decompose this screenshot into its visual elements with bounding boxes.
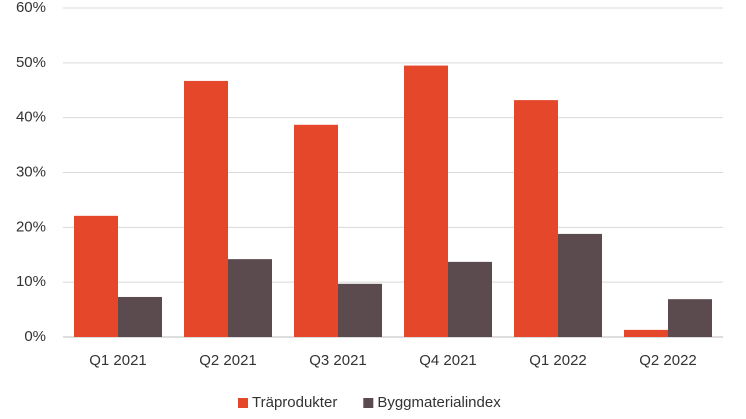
y-tick-label: 60%: [16, 0, 46, 16]
x-tick-label: Q1 2022: [529, 352, 587, 369]
bar: [184, 80, 228, 337]
bar: [228, 259, 272, 337]
bar: [624, 329, 668, 337]
bar: [514, 100, 558, 338]
bar: [404, 65, 448, 337]
legend-label: Byggmaterialindex: [377, 394, 501, 411]
y-tick-label: 50%: [16, 54, 46, 71]
x-tick-label: Q2 2022: [639, 352, 697, 369]
x-tick-label: Q1 2021: [89, 352, 147, 369]
y-tick-label: 40%: [16, 109, 46, 126]
y-tick-label: 0%: [24, 328, 46, 345]
x-tick-label: Q3 2021: [309, 352, 367, 369]
legend-swatch: [363, 398, 374, 408]
bar: [338, 283, 382, 337]
y-tick-label: 30%: [16, 163, 46, 180]
bar: [294, 124, 338, 337]
bar: [668, 299, 712, 337]
x-tick-label: Q4 2021: [419, 352, 477, 369]
bar: [558, 233, 602, 337]
legend-label: Träprodukter: [252, 394, 337, 411]
y-tick-label: 10%: [16, 273, 46, 290]
legend-swatch: [238, 398, 248, 408]
bar: [74, 215, 118, 337]
x-tick-label: Q2 2021: [199, 352, 257, 369]
bar: [448, 261, 492, 337]
bar: [118, 296, 162, 337]
y-tick-label: 20%: [16, 218, 46, 235]
